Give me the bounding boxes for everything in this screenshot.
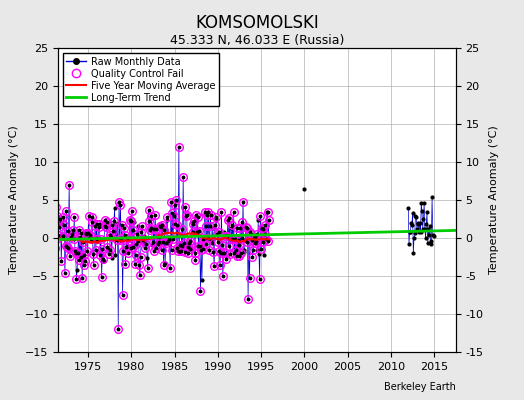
Y-axis label: Temperature Anomaly (°C): Temperature Anomaly (°C): [9, 126, 19, 274]
Legend: Raw Monthly Data, Quality Control Fail, Five Year Moving Average, Long-Term Tren: Raw Monthly Data, Quality Control Fail, …: [62, 53, 219, 106]
Text: Berkeley Earth: Berkeley Earth: [384, 382, 456, 392]
Text: 45.333 N, 46.033 E (Russia): 45.333 N, 46.033 E (Russia): [170, 34, 344, 47]
Text: KOMSOMOLSKI: KOMSOMOLSKI: [195, 14, 319, 32]
Y-axis label: Temperature Anomaly (°C): Temperature Anomaly (°C): [489, 126, 499, 274]
